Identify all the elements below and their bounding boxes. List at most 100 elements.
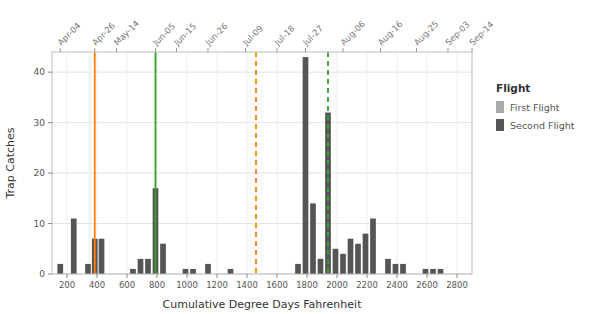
x-tick <box>397 274 398 278</box>
bar <box>438 269 444 274</box>
top-x-axis: Apr-04Apr-26May-14Jun-05Jun-15Jun-26Jul-… <box>56 18 496 52</box>
x-tick <box>337 274 338 278</box>
plot-marks <box>57 52 443 274</box>
x-grid-line <box>217 52 218 274</box>
chart: 2004006008001000120014001600180020002200… <box>0 0 600 314</box>
bar <box>71 219 77 275</box>
bar <box>85 264 91 274</box>
bar <box>430 269 436 274</box>
y-tick-label: 30 <box>34 118 46 128</box>
top-tick-label: Jul-18 <box>272 23 297 48</box>
legend: Flight First Flight Second Flight <box>496 82 575 131</box>
y-tick <box>48 72 52 73</box>
flight-line <box>255 52 257 274</box>
y-tick <box>48 274 52 275</box>
y-axis-label: Trap Catches <box>4 127 17 199</box>
top-tick <box>305 48 306 52</box>
bar <box>400 264 406 274</box>
x-grid-line <box>67 52 68 274</box>
x-tick <box>277 274 278 278</box>
x-tick-label: 600 <box>119 280 135 290</box>
bar <box>205 264 211 274</box>
top-tick-label: Sep-03 <box>443 19 471 47</box>
y-tick-label: 40 <box>34 67 46 77</box>
top-tick-label: Aug-06 <box>338 19 367 48</box>
bar <box>348 239 354 274</box>
legend-title: Flight <box>496 82 530 94</box>
x-grid-line <box>247 52 248 274</box>
x-tick <box>457 274 458 278</box>
bar <box>57 264 63 274</box>
legend-entry: Second Flight <box>510 120 575 131</box>
x-axis-label: Cumulative Degree Days Fahrenheit <box>163 298 363 311</box>
bar <box>370 219 376 275</box>
top-tick-label: Aug-16 <box>376 19 405 48</box>
x-grid-line <box>337 52 338 274</box>
bar <box>423 269 429 274</box>
top-tick-label: Apr-26 <box>90 21 117 48</box>
top-tick <box>116 48 117 52</box>
flight-line <box>327 52 329 274</box>
y-grid-line <box>52 72 472 73</box>
top-tick <box>176 48 177 52</box>
x-tick-label: 2400 <box>386 280 408 290</box>
legend-swatch <box>496 101 504 113</box>
bar <box>310 203 316 274</box>
top-tick-label: May-14 <box>112 18 141 47</box>
top-tick-label: Jul-09 <box>240 23 265 48</box>
x-grid-line <box>427 52 428 274</box>
y-tick-label: 20 <box>34 168 46 178</box>
top-tick <box>380 48 381 52</box>
bar <box>363 234 369 274</box>
plot-frame <box>52 52 472 274</box>
x-tick-label: 400 <box>89 280 105 290</box>
x-grid-line <box>127 52 128 274</box>
x-tick <box>157 274 158 278</box>
y-tick <box>48 122 52 123</box>
bar <box>99 239 105 274</box>
bar <box>303 57 309 274</box>
top-tick <box>416 48 417 52</box>
y-tick <box>48 173 52 174</box>
x-grid-line <box>187 52 188 274</box>
bar <box>295 264 301 274</box>
top-tick-label: Jun-15 <box>171 21 198 48</box>
x-tick <box>97 274 98 278</box>
top-tick-label: Sep-14 <box>467 19 495 47</box>
x-tick <box>367 274 368 278</box>
top-tick <box>60 48 61 52</box>
x-tick-label: 2000 <box>326 280 348 290</box>
flight-line <box>155 52 157 274</box>
x-tick <box>307 274 308 278</box>
y-tick <box>48 223 52 224</box>
bar <box>385 259 391 274</box>
x-tick-label: 2600 <box>416 280 438 290</box>
top-tick <box>472 48 473 52</box>
bar <box>333 249 339 274</box>
x-tick-label: 2800 <box>446 280 468 290</box>
top-tick <box>155 48 156 52</box>
bar <box>183 269 189 274</box>
y-grid-line <box>52 122 472 123</box>
bar <box>228 269 234 274</box>
top-tick-label: Jun-26 <box>203 21 230 48</box>
top-tick-label: Jul-27 <box>300 23 325 48</box>
grid <box>52 52 472 274</box>
top-tick <box>277 48 278 52</box>
x-tick-label: 1600 <box>266 280 288 290</box>
top-tick <box>94 48 95 52</box>
legend-swatch <box>496 119 504 131</box>
x-tick-label: 1000 <box>176 280 198 290</box>
x-grid-line <box>397 52 398 274</box>
x-tick-label: 800 <box>149 280 165 290</box>
legend-entry: First Flight <box>510 102 560 113</box>
x-tick <box>217 274 218 278</box>
x-tick-label: 1800 <box>296 280 318 290</box>
top-tick <box>245 48 246 52</box>
x-tick <box>67 274 68 278</box>
bar <box>138 259 144 274</box>
flight-line <box>94 52 96 274</box>
y-tick-label: 0 <box>39 269 45 279</box>
top-tick <box>208 48 209 52</box>
x-grid-line <box>277 52 278 274</box>
